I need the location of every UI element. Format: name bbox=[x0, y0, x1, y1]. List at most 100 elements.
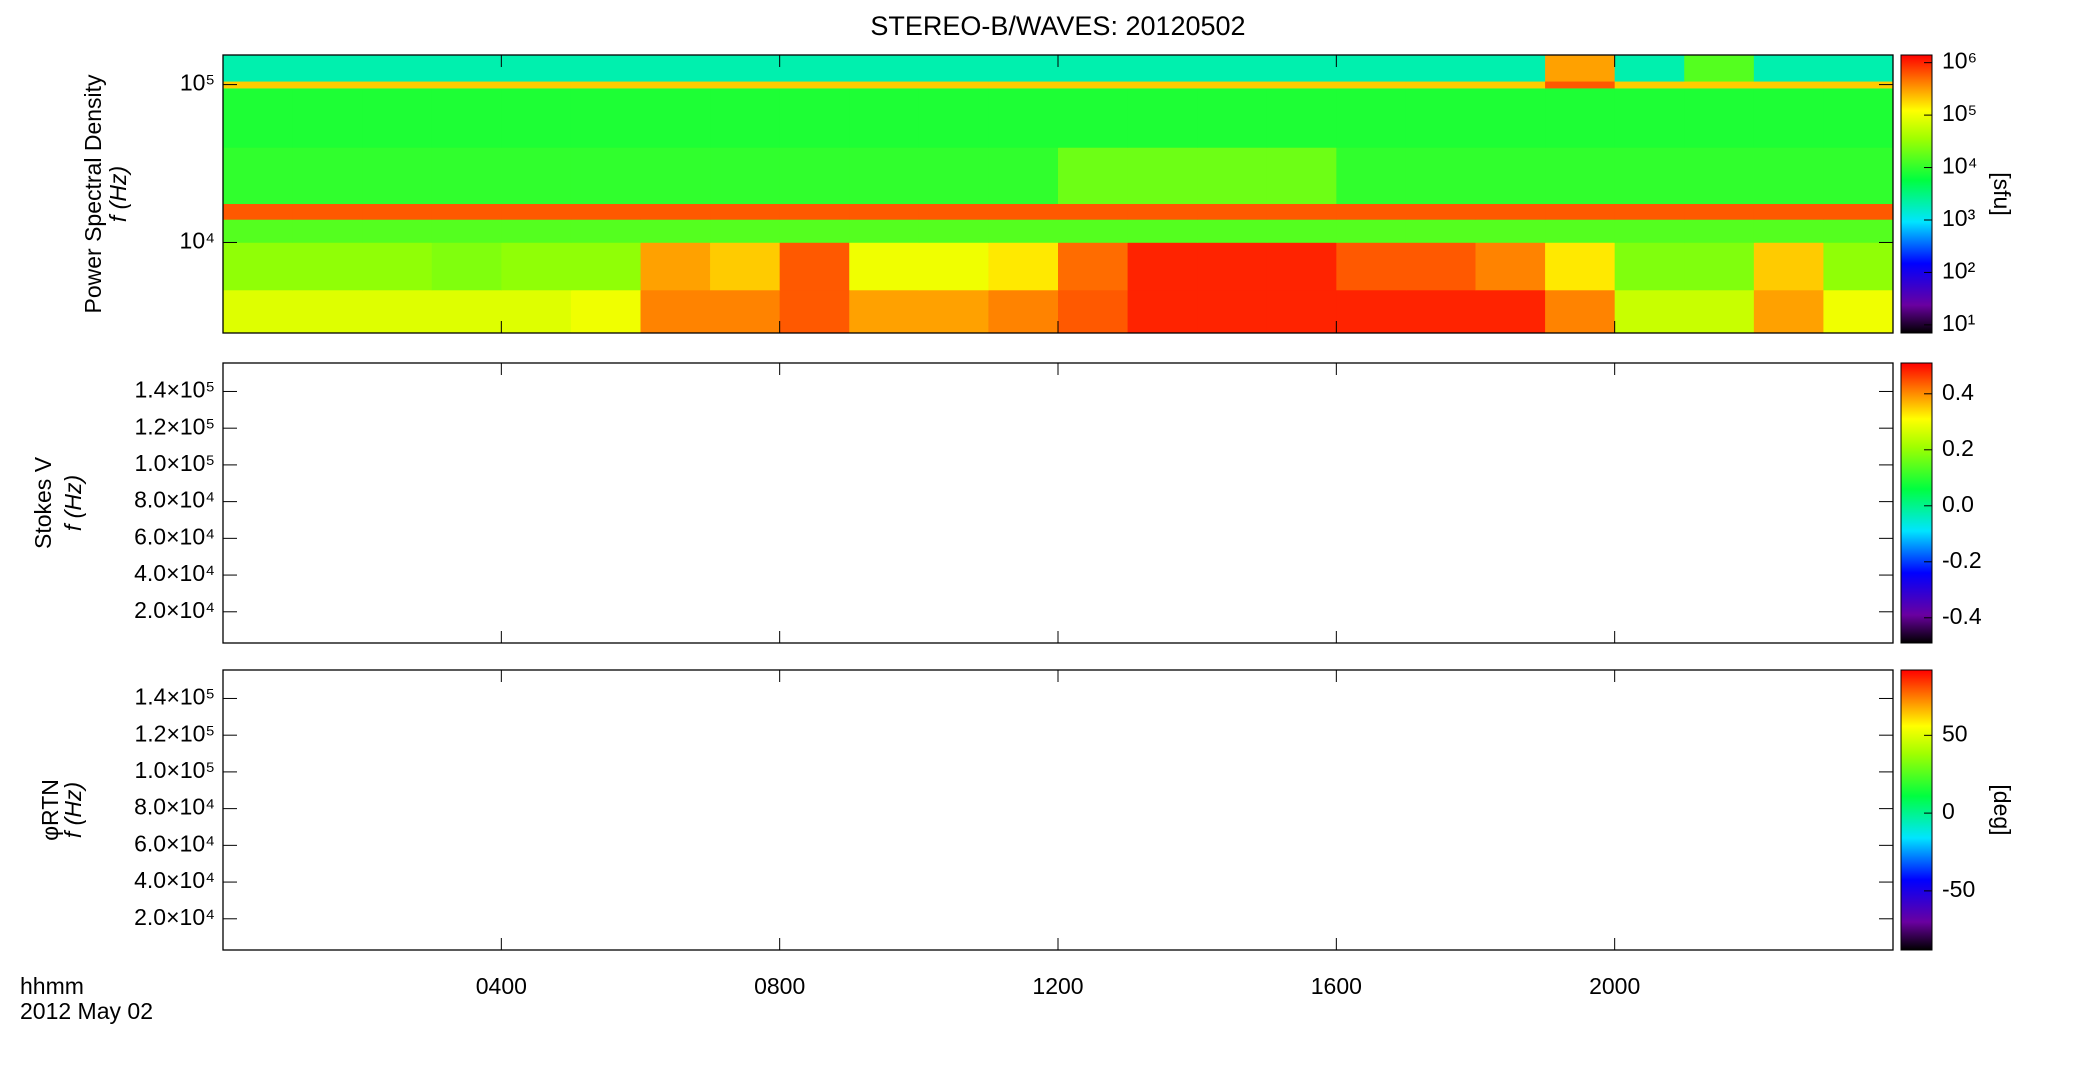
heatmap-cell bbox=[918, 219, 989, 243]
heatmap-cell bbox=[1058, 289, 1129, 334]
heatmap-cell bbox=[779, 242, 850, 291]
heatmap-cell bbox=[1684, 147, 1755, 205]
heatmap-cell bbox=[362, 81, 433, 89]
heatmap-cell bbox=[1405, 289, 1476, 334]
heatmap-cell bbox=[1127, 219, 1198, 243]
heatmap-cell bbox=[570, 242, 641, 291]
heatmap-cell bbox=[710, 81, 781, 89]
heatmap-cell bbox=[362, 203, 433, 220]
heatmap-cell bbox=[988, 219, 1059, 243]
y-tick-label: 1.4×10⁵ bbox=[134, 684, 215, 710]
heatmap-cell bbox=[431, 81, 502, 89]
heatmap-cell bbox=[1405, 88, 1476, 148]
y-tick-label: 4.0×10⁴ bbox=[134, 867, 215, 893]
colorbar-tick-label: 10⁶ bbox=[1942, 48, 1977, 74]
heatmap-cell bbox=[1684, 219, 1755, 243]
heatmap-cell bbox=[849, 203, 920, 220]
heatmap-cell bbox=[1266, 88, 1337, 148]
heatmap-cell bbox=[1058, 219, 1129, 243]
heatmap-cell bbox=[1127, 147, 1198, 205]
heatmap-cell bbox=[1266, 289, 1337, 334]
heatmap-cell bbox=[779, 289, 850, 334]
heatmap-cell bbox=[918, 147, 989, 205]
heatmap-cell bbox=[1475, 242, 1546, 291]
heatmap-cell bbox=[501, 289, 572, 334]
heatmap-cell bbox=[1405, 219, 1476, 243]
heatmap-cell bbox=[501, 203, 572, 220]
heatmap-cell bbox=[1545, 289, 1616, 334]
x-tick-label: 0400 bbox=[476, 973, 527, 999]
heatmap-cell bbox=[779, 219, 850, 243]
colorbar-tick-label: 0.0 bbox=[1942, 491, 1974, 517]
heatmap-cell bbox=[988, 88, 1059, 148]
heatmap-cell bbox=[292, 55, 363, 82]
y-tick-label: 1.2×10⁵ bbox=[134, 720, 215, 746]
heatmap-cell bbox=[1823, 88, 1894, 148]
heatmap-cell bbox=[1753, 242, 1824, 291]
heatmap-cell bbox=[779, 147, 850, 205]
x-tick-label: 1200 bbox=[1032, 973, 1083, 999]
heatmap-cell bbox=[640, 147, 711, 205]
heatmap-cell bbox=[292, 203, 363, 220]
heatmap-cell bbox=[362, 289, 433, 334]
y-axis-label: Stokes V bbox=[30, 456, 56, 549]
heatmap-cell bbox=[1475, 81, 1546, 89]
heatmap-cell bbox=[1823, 289, 1894, 334]
heatmap-cell bbox=[570, 203, 641, 220]
heatmap-cell bbox=[1405, 242, 1476, 291]
heatmap-cell bbox=[501, 219, 572, 243]
heatmap-cell bbox=[1684, 203, 1755, 220]
heatmap-cell bbox=[988, 242, 1059, 291]
heatmap-cell bbox=[1058, 88, 1129, 148]
colorbar-tick-label: -0.2 bbox=[1942, 547, 1982, 573]
y-tick-label: 1.4×10⁵ bbox=[134, 377, 215, 403]
y-tick-label: 8.0×10⁴ bbox=[134, 487, 215, 513]
y-tick-label: 6.0×10⁴ bbox=[134, 523, 215, 549]
heatmap-cell bbox=[1127, 242, 1198, 291]
heatmap-cell bbox=[988, 203, 1059, 220]
heatmap-cell bbox=[1684, 289, 1755, 334]
colorbar-tick-label: -0.4 bbox=[1942, 603, 1982, 629]
heatmap-cell bbox=[640, 219, 711, 243]
heatmap-cell bbox=[431, 289, 502, 334]
heatmap-cell bbox=[431, 55, 502, 82]
heatmap-cell bbox=[1266, 147, 1337, 205]
heatmap-cell bbox=[1197, 55, 1268, 82]
heatmap-cell bbox=[640, 203, 711, 220]
heatmap-cell bbox=[1614, 88, 1685, 148]
heatmap-cell bbox=[710, 219, 781, 243]
heatmap-cell bbox=[1545, 219, 1616, 243]
heatmap-cell bbox=[988, 81, 1059, 89]
heatmap-cell bbox=[1127, 88, 1198, 148]
heatmap-cell bbox=[779, 88, 850, 148]
heatmap-cell bbox=[431, 88, 502, 148]
heatmap-cell bbox=[431, 242, 502, 291]
heatmap-cell bbox=[431, 147, 502, 205]
heatmap-cell bbox=[710, 242, 781, 291]
heatmap-cell bbox=[570, 289, 641, 334]
heatmap-cell bbox=[501, 55, 572, 82]
heatmap-cell bbox=[292, 242, 363, 291]
heatmap-cell bbox=[640, 242, 711, 291]
heatmap-cell bbox=[849, 81, 920, 89]
heatmap-cell bbox=[1545, 242, 1616, 291]
heatmap-cell bbox=[1614, 242, 1685, 291]
heatmap-cell bbox=[1336, 219, 1407, 243]
y-tick-label: 10⁴ bbox=[180, 228, 215, 254]
heatmap-cell bbox=[1197, 219, 1268, 243]
heatmap-cell bbox=[1127, 289, 1198, 334]
heatmap-cell bbox=[1197, 203, 1268, 220]
heatmap-cell bbox=[1336, 81, 1407, 89]
heatmap-cell bbox=[1614, 147, 1685, 205]
y-axis-label: Power Spectral Density bbox=[80, 74, 106, 314]
colorbar-tick-label: 0.4 bbox=[1942, 379, 1974, 405]
heatmap-cell bbox=[1753, 55, 1824, 82]
heatmap-cell bbox=[640, 88, 711, 148]
heatmap-cell bbox=[1684, 81, 1755, 89]
heatmap-cell bbox=[918, 203, 989, 220]
heatmap-cell bbox=[570, 55, 641, 82]
chart-title: STEREO-B/WAVES: 20120502 bbox=[870, 11, 1245, 41]
colorbar-tick-label: 10¹ bbox=[1942, 310, 1976, 336]
heatmap-cell bbox=[1058, 242, 1129, 291]
colorbar bbox=[1900, 669, 1933, 951]
